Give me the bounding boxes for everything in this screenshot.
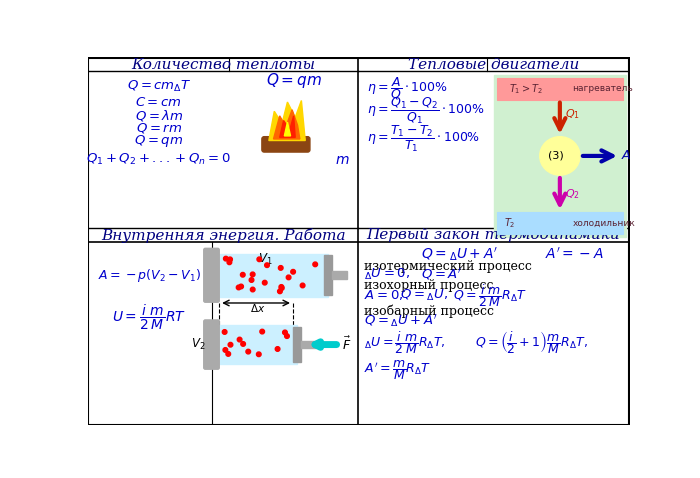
Ellipse shape [540, 137, 580, 175]
Circle shape [228, 342, 233, 347]
Circle shape [251, 287, 255, 292]
Circle shape [257, 257, 262, 261]
Circle shape [262, 281, 267, 285]
Text: изохорный процесс: изохорный процесс [364, 279, 494, 292]
Circle shape [226, 352, 230, 356]
Text: изотермический процесс: изотермический процесс [364, 260, 532, 272]
Text: $Q =_{\Delta} U + A'$: $Q =_{\Delta} U + A'$ [421, 246, 498, 263]
FancyBboxPatch shape [332, 272, 347, 279]
Polygon shape [269, 100, 305, 141]
FancyBboxPatch shape [497, 212, 623, 234]
Circle shape [260, 329, 265, 334]
Text: $Q_1 + Q_2 + ... + Q_n = 0$: $Q_1 + Q_2 + ... + Q_n = 0$ [86, 152, 231, 167]
Circle shape [237, 285, 241, 290]
Circle shape [249, 278, 254, 282]
Text: $Q_2$: $Q_2$ [564, 187, 580, 201]
Text: $A' = -A$: $A' = -A$ [545, 247, 603, 262]
Text: $V_2$: $V_2$ [191, 337, 206, 352]
Text: Количество теплоты: Количество теплоты [131, 58, 315, 72]
Circle shape [228, 257, 232, 261]
Text: Внутренняя энергия. Работа: Внутренняя энергия. Работа [101, 228, 345, 243]
Text: изобарный процесс: изобарный процесс [364, 304, 494, 318]
Text: (3): (3) [548, 151, 564, 161]
Circle shape [256, 352, 261, 357]
FancyBboxPatch shape [218, 326, 297, 364]
Text: $Q = \dfrac{i}{2}\dfrac{m}{M}R_{\Delta}T$: $Q = \dfrac{i}{2}\dfrac{m}{M}R_{\Delta}T… [454, 282, 527, 309]
Text: $\eta = \dfrac{Q_1 - Q_2}{Q_1} \cdot 100\%$: $\eta = \dfrac{Q_1 - Q_2}{Q_1} \cdot 100… [368, 96, 485, 126]
Text: $\eta = \dfrac{T_1 - T_2}{T_1} \cdot 100\%$: $\eta = \dfrac{T_1 - T_2}{T_1} \cdot 100… [368, 124, 480, 154]
Text: $A' = \dfrac{m}{M}R_{\Delta}T$: $A' = \dfrac{m}{M}R_{\Delta}T$ [364, 358, 432, 382]
Circle shape [223, 256, 228, 261]
FancyBboxPatch shape [324, 255, 332, 295]
Text: $Q_1$: $Q_1$ [564, 108, 580, 121]
Text: $Q =_{\Delta} U,$: $Q =_{\Delta} U,$ [400, 288, 448, 303]
Text: $A = 0,$: $A = 0,$ [364, 288, 403, 302]
Circle shape [279, 284, 284, 289]
Text: $C = cm$: $C = cm$ [135, 96, 182, 109]
Polygon shape [284, 122, 290, 136]
Text: нагреватель: нагреватель [573, 85, 634, 93]
Circle shape [265, 263, 270, 268]
FancyBboxPatch shape [218, 254, 328, 297]
Circle shape [279, 266, 283, 270]
Circle shape [227, 260, 232, 265]
Circle shape [290, 270, 295, 274]
Text: Тепловые двигатели: Тепловые двигатели [408, 58, 580, 72]
Text: $Q = cm_{\Delta}T$: $Q = cm_{\Delta}T$ [127, 79, 191, 94]
Text: Первый закон термодинамики: Первый закон термодинамики [367, 228, 620, 242]
FancyBboxPatch shape [497, 78, 623, 100]
Circle shape [223, 330, 227, 334]
Polygon shape [274, 110, 300, 139]
Text: $Q = A'$: $Q = A'$ [421, 267, 462, 282]
FancyBboxPatch shape [262, 137, 310, 152]
Text: $Q = qm$: $Q = qm$ [265, 71, 322, 90]
Text: $A$: $A$ [622, 150, 632, 163]
Text: холодильник: холодильник [573, 218, 636, 228]
Text: $Q =_{\Delta} U + A'$: $Q =_{\Delta} U + A'$ [364, 313, 438, 329]
Circle shape [251, 272, 255, 277]
Text: $T_2$: $T_2$ [505, 216, 516, 230]
FancyBboxPatch shape [293, 327, 300, 362]
Text: $Q = \lambda m$: $Q = \lambda m$ [134, 108, 183, 123]
Circle shape [279, 286, 284, 290]
FancyBboxPatch shape [204, 320, 219, 369]
Circle shape [283, 330, 287, 335]
Text: $\Delta x$: $\Delta x$ [250, 302, 265, 314]
Text: $\vec{F}$: $\vec{F}$ [342, 336, 351, 353]
Text: $_{\Delta}U = 0,$: $_{\Delta}U = 0,$ [364, 267, 410, 282]
Circle shape [278, 289, 282, 293]
FancyBboxPatch shape [204, 248, 219, 302]
Text: $Q = \left(\dfrac{i}{2}+1\right)\dfrac{m}{M}R_{\Delta}T,$: $Q = \left(\dfrac{i}{2}+1\right)\dfrac{m… [475, 329, 588, 356]
Text: $\eta = \dfrac{A}{Q} \cdot 100\%$: $\eta = \dfrac{A}{Q} \cdot 100\%$ [368, 76, 448, 102]
Circle shape [313, 262, 318, 267]
Circle shape [285, 334, 289, 338]
Circle shape [223, 348, 228, 352]
Circle shape [237, 337, 242, 342]
Circle shape [246, 349, 251, 354]
Text: $V_1$: $V_1$ [258, 252, 272, 267]
Text: $m$: $m$ [335, 153, 350, 167]
Circle shape [239, 284, 244, 289]
Polygon shape [280, 116, 295, 138]
Text: $_{\Delta}U = \dfrac{i}{2}\dfrac{m}{M}R_{\Delta}T,$: $_{\Delta}U = \dfrac{i}{2}\dfrac{m}{M}R_… [364, 329, 446, 356]
Text: $A = -p\left(V_2 - V_1\right)$: $A = -p\left(V_2 - V_1\right)$ [98, 267, 201, 284]
Circle shape [241, 272, 245, 277]
Circle shape [275, 347, 280, 351]
Text: $Q = qm$: $Q = qm$ [134, 133, 183, 149]
Text: $T_1 > T_2$: $T_1 > T_2$ [509, 82, 543, 96]
FancyBboxPatch shape [494, 75, 626, 237]
Circle shape [286, 275, 291, 280]
Text: $U = \dfrac{i}{2}\dfrac{m}{M}RT$: $U = \dfrac{i}{2}\dfrac{m}{M}RT$ [113, 303, 186, 332]
Circle shape [300, 283, 305, 288]
FancyBboxPatch shape [300, 341, 316, 348]
Circle shape [241, 342, 246, 346]
Text: $Q = rm$: $Q = rm$ [136, 121, 182, 135]
